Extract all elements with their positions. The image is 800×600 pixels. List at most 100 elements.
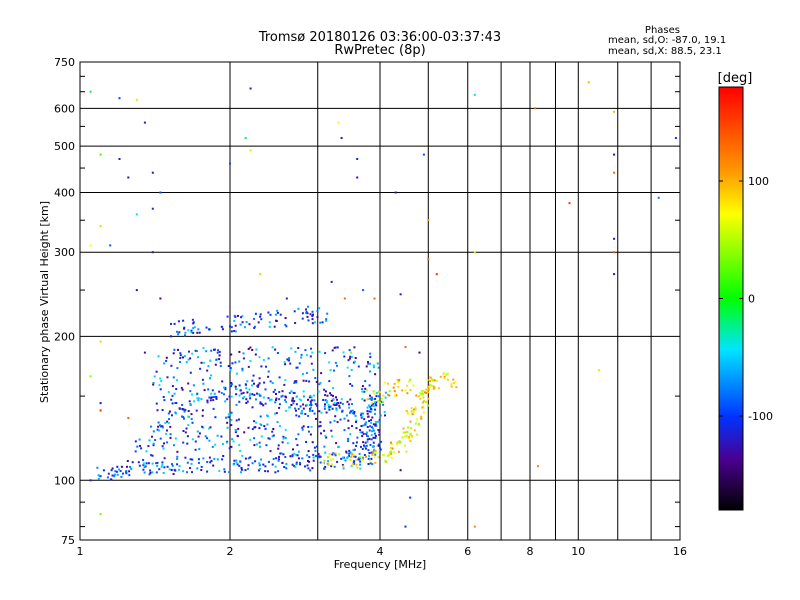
echo-point — [229, 369, 232, 371]
echo-point — [613, 153, 616, 156]
echo-point — [175, 388, 178, 390]
echo-point — [374, 449, 377, 452]
echo-point — [192, 322, 195, 325]
echo-point — [159, 424, 161, 427]
echo-point — [271, 430, 274, 433]
echo-point — [368, 452, 371, 455]
echo-point — [324, 352, 327, 355]
echo-point — [348, 403, 350, 406]
echo-point — [314, 377, 317, 379]
echo-point — [202, 457, 205, 460]
echo-point — [171, 394, 174, 397]
echo-point — [289, 362, 292, 365]
echo-point — [136, 445, 139, 448]
x-axis-label: Frequency [MHz] — [334, 558, 426, 571]
echo-point — [275, 457, 278, 460]
echo-point — [277, 447, 280, 450]
echo-point — [155, 370, 158, 373]
echo-point — [264, 427, 267, 430]
echo-point — [192, 331, 195, 334]
echo-point — [173, 348, 176, 351]
echo-point — [305, 441, 308, 443]
echo-point — [171, 464, 174, 467]
echo-point — [140, 447, 143, 450]
echo-point — [414, 406, 417, 409]
echo-point — [274, 401, 277, 404]
echo-point — [293, 392, 296, 394]
echo-point — [323, 407, 326, 410]
echo-point — [410, 410, 413, 413]
echo-point — [208, 456, 211, 459]
echo-point — [223, 470, 226, 473]
echo-point — [313, 412, 316, 415]
echo-point — [446, 378, 449, 381]
echo-point — [396, 441, 399, 444]
echo-point — [365, 421, 368, 424]
echo-point — [155, 402, 158, 405]
echo-point — [151, 207, 154, 210]
echo-point — [343, 297, 346, 300]
echo-point — [288, 392, 291, 394]
echo-point — [433, 379, 436, 382]
echo-point — [365, 365, 368, 368]
echo-point — [377, 429, 380, 431]
echo-point — [414, 422, 417, 425]
echo-point — [247, 365, 250, 368]
echo-point — [235, 461, 238, 464]
echo-point — [374, 424, 377, 427]
echo-point — [107, 472, 110, 475]
echo-point — [348, 375, 351, 378]
echo-point — [312, 394, 315, 397]
echo-point — [394, 191, 397, 194]
echo-point — [408, 436, 411, 439]
echo-point — [137, 461, 140, 464]
x-tick-label: 1 — [77, 545, 84, 558]
echo-point — [428, 386, 431, 388]
echo-point — [171, 385, 174, 388]
echo-point — [330, 280, 333, 283]
echo-point — [281, 461, 284, 464]
echo-point — [301, 312, 304, 315]
echo-point — [226, 421, 229, 424]
echo-point — [417, 395, 420, 398]
echo-point — [267, 357, 270, 360]
echo-point — [187, 382, 190, 385]
echo-point — [192, 321, 195, 324]
echo-point — [317, 390, 320, 393]
echo-point — [319, 321, 322, 324]
echo-point — [442, 372, 445, 375]
echo-point — [421, 389, 424, 392]
echo-point — [156, 428, 159, 431]
echo-point — [238, 394, 241, 397]
echo-point — [427, 388, 430, 391]
echo-point — [210, 392, 213, 395]
echo-point — [409, 433, 412, 436]
echo-point — [197, 458, 200, 461]
echo-point — [162, 426, 164, 429]
echo-point — [189, 467, 192, 470]
echo-point — [408, 380, 411, 383]
echo-point — [331, 435, 333, 438]
echo-point — [336, 421, 339, 424]
echo-point — [187, 358, 190, 361]
echo-point — [251, 384, 253, 387]
echo-point — [372, 364, 375, 367]
echo-point — [284, 317, 287, 319]
echo-point — [279, 452, 282, 455]
echo-point — [429, 376, 432, 379]
echo-point — [284, 436, 287, 439]
echo-point — [143, 464, 146, 467]
echo-point — [228, 447, 231, 450]
echo-point — [263, 381, 266, 384]
echo-point — [382, 400, 384, 403]
echo-point — [285, 467, 288, 470]
echo-point — [366, 438, 369, 441]
echo-point — [301, 317, 304, 320]
echo-point — [331, 453, 334, 456]
echo-point — [346, 366, 349, 369]
echo-point — [162, 396, 165, 398]
echo-point — [417, 423, 420, 425]
echo-point — [170, 335, 172, 338]
echo-point — [99, 340, 102, 343]
echo-point — [330, 429, 333, 432]
